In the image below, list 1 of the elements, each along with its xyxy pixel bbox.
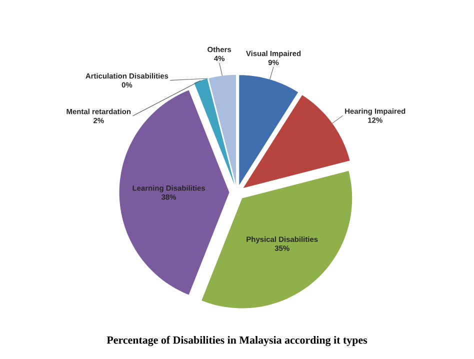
text: Percentage of Disabilities in Malaysia according it types	[106, 336, 368, 346]
